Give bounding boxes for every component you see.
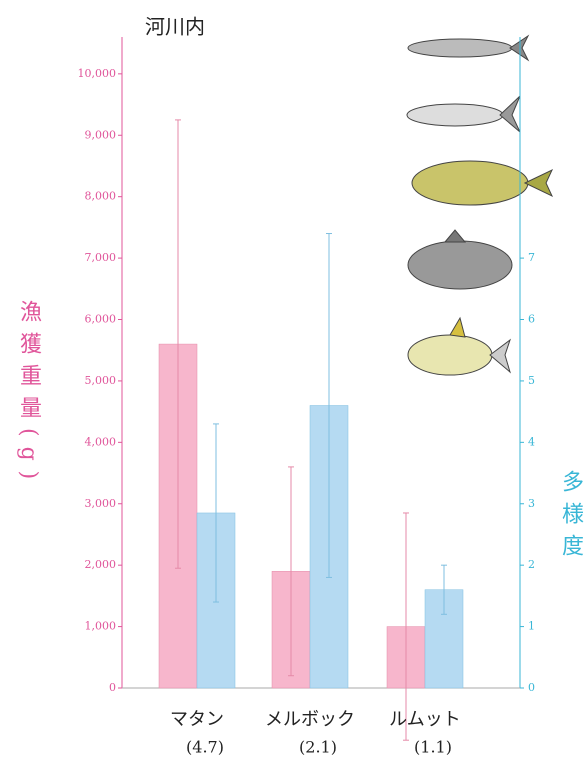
fish-illustrations — [406, 34, 554, 376]
y-tick-label: 3,000 — [85, 497, 117, 510]
y2-tick-label: 3 — [528, 497, 535, 510]
x-tick-label: ルムット — [389, 709, 461, 730]
x-tick-label: メルボック — [265, 709, 355, 730]
y2-tick-label: 7 — [528, 251, 535, 264]
x-tick-sublabel: (1.1) — [414, 738, 452, 757]
y-tick-label: 4,000 — [85, 435, 117, 448]
y-tick-label: 7,000 — [85, 251, 117, 264]
y-tick-label: 6,000 — [85, 313, 117, 326]
x-tick-sublabel: (2.1) — [299, 738, 337, 757]
y-tick-label: 1,000 — [85, 620, 117, 633]
chart-title: 河川内 — [145, 15, 205, 39]
y2-tick-label: 2 — [528, 558, 535, 571]
x-tick-sublabel: (4.7) — [186, 738, 224, 757]
y-tick-label: 2,000 — [85, 558, 117, 571]
y2-tick-label: 4 — [528, 435, 535, 448]
y-tick-label: 9,000 — [85, 128, 117, 141]
y-tick-label: 5,000 — [85, 374, 117, 387]
error-bar — [213, 423, 219, 603]
x-tick-label: マタン — [170, 709, 224, 730]
error-bar — [403, 512, 409, 741]
y-tick-label: 8,000 — [85, 190, 117, 203]
error-bar — [288, 466, 294, 677]
y-axis-label: 漁獲重量(g) — [16, 300, 42, 489]
y2-tick-label: 5 — [528, 374, 535, 387]
error-bar — [326, 233, 332, 578]
y-tick-label: 0 — [109, 681, 116, 694]
y2-axis-label: 多様度 — [558, 470, 584, 566]
error-bar — [441, 564, 447, 615]
y-tick-label: 10,000 — [78, 67, 117, 80]
y2-tick-label: 1 — [528, 620, 535, 633]
y2-tick-label: 0 — [528, 681, 535, 694]
y2-tick-label: 6 — [528, 313, 535, 326]
error-bar — [175, 119, 181, 569]
